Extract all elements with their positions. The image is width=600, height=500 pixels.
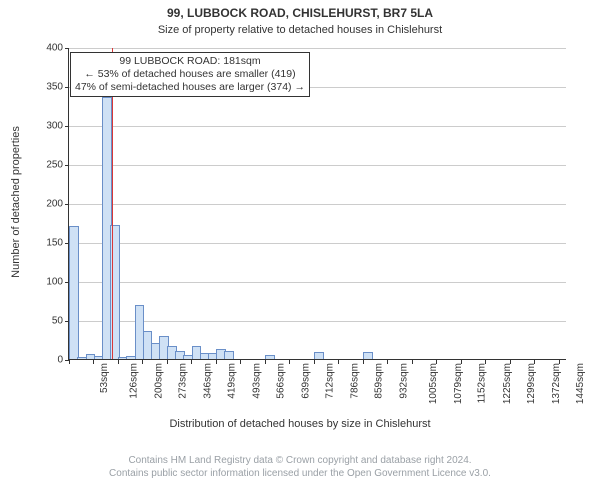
- x-tick-label: 126sqm: [129, 363, 140, 399]
- x-tick: [191, 360, 192, 364]
- x-tick: [93, 360, 94, 364]
- x-tick: [118, 360, 119, 364]
- x-tick: [265, 360, 266, 364]
- x-tick-label: 786sqm: [349, 363, 360, 399]
- x-tick: [485, 360, 486, 364]
- annotation-box: 99 LUBBOCK ROAD: 181sqm← 53% of detached…: [70, 52, 310, 97]
- x-tick: [559, 360, 560, 364]
- x-tick-label: 932sqm: [398, 363, 409, 399]
- chart-footer: Contains HM Land Registry data © Crown c…: [0, 454, 600, 480]
- histogram-bar: [314, 352, 324, 359]
- x-tick: [142, 360, 143, 364]
- x-tick: [240, 360, 241, 364]
- y-axis-label: Number of detached properties: [10, 46, 22, 358]
- x-tick: [363, 360, 364, 364]
- x-axis-label: Distribution of detached houses by size …: [0, 418, 600, 430]
- x-tick: [314, 360, 315, 364]
- x-tick-label: 1299sqm: [527, 363, 538, 404]
- y-tick-label: 200: [46, 199, 69, 210]
- x-tick: [216, 360, 217, 364]
- x-tick: [412, 360, 413, 364]
- histogram-bar: [363, 352, 373, 359]
- annotation-line: 99 LUBBOCK ROAD: 181sqm: [75, 55, 305, 68]
- x-tick-label: 1445sqm: [575, 363, 586, 404]
- x-tick: [338, 360, 339, 364]
- x-tick-label: 273sqm: [178, 363, 189, 399]
- y-grid-line: [69, 282, 566, 283]
- x-tick-label: 200sqm: [154, 363, 165, 399]
- histogram-bar: [69, 226, 79, 359]
- x-tick: [436, 360, 437, 364]
- y-grid-line: [69, 126, 566, 127]
- histogram-bar: [265, 355, 275, 359]
- x-tick-label: 493sqm: [252, 363, 263, 399]
- x-tick: [387, 360, 388, 364]
- y-grid-line: [69, 165, 566, 166]
- chart-title: 99, LUBBOCK ROAD, CHISLEHURST, BR7 5LA: [0, 6, 600, 20]
- x-tick: [69, 360, 70, 364]
- y-tick-label: 150: [46, 238, 69, 249]
- x-tick: [167, 360, 168, 364]
- footer-line-2: Contains public sector information licen…: [0, 467, 600, 480]
- x-tick-label: 53sqm: [99, 363, 110, 393]
- y-tick-label: 350: [46, 82, 69, 93]
- chart-subtitle: Size of property relative to detached ho…: [0, 24, 600, 36]
- x-tick-label: 346sqm: [203, 363, 214, 399]
- annotation-line: ← 53% of detached houses are smaller (41…: [75, 68, 305, 81]
- y-tick-label: 50: [52, 316, 69, 327]
- y-tick-label: 400: [46, 43, 69, 54]
- x-tick-label: 1079sqm: [453, 363, 464, 404]
- x-tick-label: 1152sqm: [477, 363, 488, 403]
- y-tick-label: 0: [57, 355, 69, 366]
- x-tick-label: 712sqm: [325, 363, 336, 399]
- y-tick-label: 250: [46, 160, 69, 171]
- x-tick-label: 566sqm: [276, 363, 287, 399]
- x-tick-label: 859sqm: [374, 363, 385, 399]
- x-tick-label: 419sqm: [227, 363, 238, 399]
- x-tick-label: 1225sqm: [502, 363, 513, 404]
- x-tick-label: 1372sqm: [551, 363, 562, 404]
- annotation-line: 47% of semi-detached houses are larger (…: [75, 81, 305, 94]
- footer-line-1: Contains HM Land Registry data © Crown c…: [0, 454, 600, 467]
- x-tick: [534, 360, 535, 364]
- y-grid-line: [69, 48, 566, 49]
- x-tick: [289, 360, 290, 364]
- x-tick-label: 1005sqm: [429, 363, 440, 404]
- y-grid-line: [69, 243, 566, 244]
- histogram-bar: [224, 351, 234, 359]
- x-tick: [510, 360, 511, 364]
- chart-container: 99, LUBBOCK ROAD, CHISLEHURST, BR7 5LA S…: [0, 0, 600, 500]
- y-tick-label: 300: [46, 121, 69, 132]
- y-grid-line: [69, 204, 566, 205]
- y-tick-label: 100: [46, 277, 69, 288]
- x-tick-label: 639sqm: [301, 363, 312, 399]
- x-tick: [461, 360, 462, 364]
